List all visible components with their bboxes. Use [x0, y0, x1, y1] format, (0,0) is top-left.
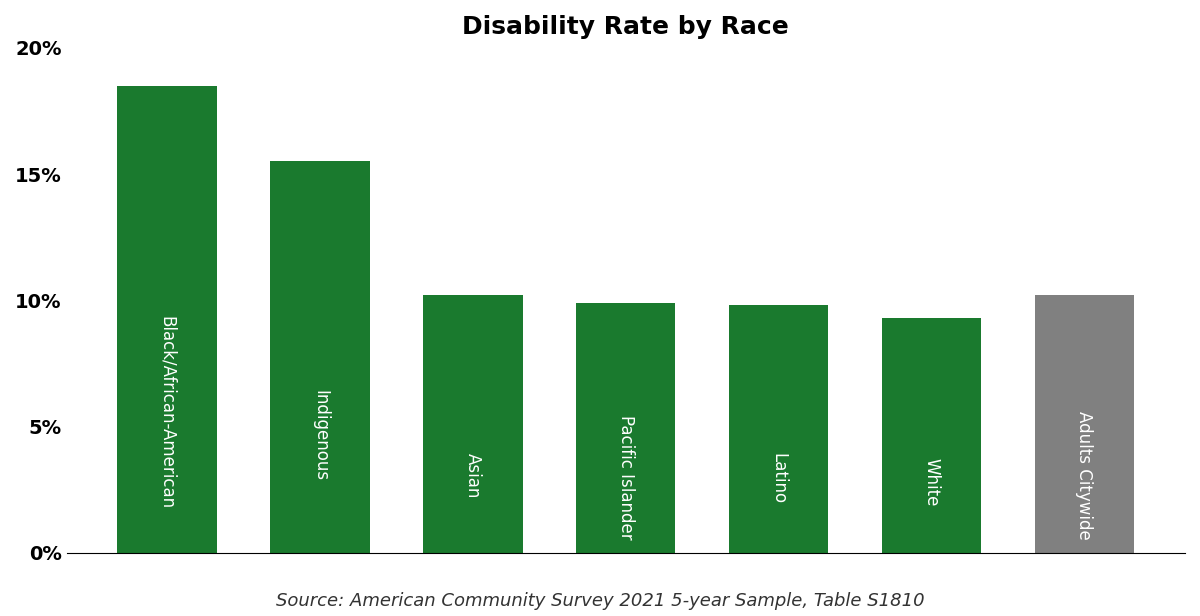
Text: Adults Citywide: Adults Citywide — [1075, 411, 1093, 540]
Text: Pacific Islander: Pacific Islander — [617, 415, 635, 540]
Bar — [882, 318, 982, 553]
Text: Asian: Asian — [464, 453, 482, 498]
Bar — [118, 86, 217, 553]
Bar — [576, 302, 676, 553]
Bar — [270, 161, 370, 553]
Title: Disability Rate by Race: Disability Rate by Race — [462, 15, 790, 39]
Bar — [1034, 295, 1134, 553]
Text: Black/African-American: Black/African-American — [158, 316, 176, 509]
Text: White: White — [923, 458, 941, 506]
Bar — [424, 295, 523, 553]
Text: Indigenous: Indigenous — [311, 390, 329, 480]
Bar — [730, 306, 828, 553]
Text: Source: American Community Survey 2021 5-year Sample, Table S1810: Source: American Community Survey 2021 5… — [276, 592, 924, 610]
Text: Latino: Latino — [769, 453, 787, 504]
